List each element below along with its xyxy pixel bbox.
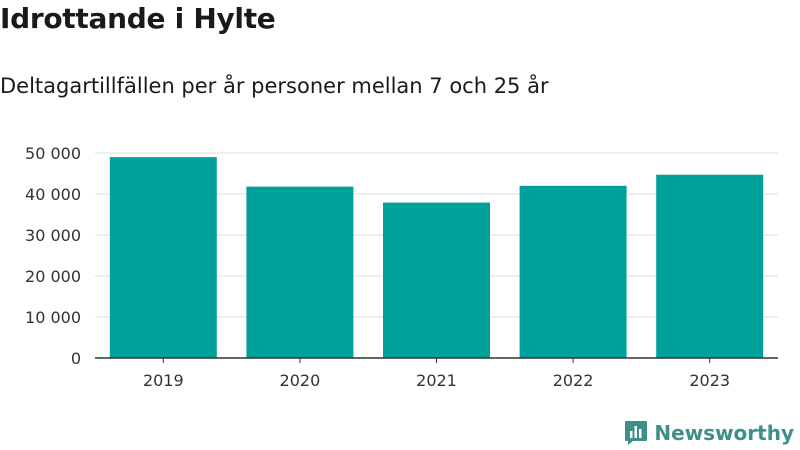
bar-2022 [519,185,627,358]
y-tick-label: 50 000 [25,144,81,163]
y-tick-label: 10 000 [25,308,81,327]
brand-name: Newsworthy [654,421,794,445]
newsworthy-logo-icon [625,421,648,445]
bar-2023 [656,174,764,358]
x-tick-label: 2021 [416,371,457,390]
y-tick-label: 0 [71,349,81,368]
chart-subtitle: Deltagartillfällen per år personer mella… [0,74,549,98]
newsworthy-brand: Newsworthy [624,420,794,446]
bar-2019 [109,157,217,358]
x-tick-label: 2020 [280,371,321,390]
x-tick-label: 2019 [143,371,184,390]
y-tick-label: 20 000 [25,267,81,286]
chart-title: Idrottande i Hylte [0,2,276,35]
bar-2020 [246,186,354,358]
bar-chart: 0 10 000 20 000 30 000 40 000 50 000 2019 2020 2… [25,144,778,390]
x-tick-label: 2022 [553,371,594,390]
y-tick-label: 40 000 [25,185,81,204]
x-tick-label: 2023 [689,371,730,390]
y-tick-label: 30 000 [25,226,81,245]
bar-2021 [383,202,490,358]
